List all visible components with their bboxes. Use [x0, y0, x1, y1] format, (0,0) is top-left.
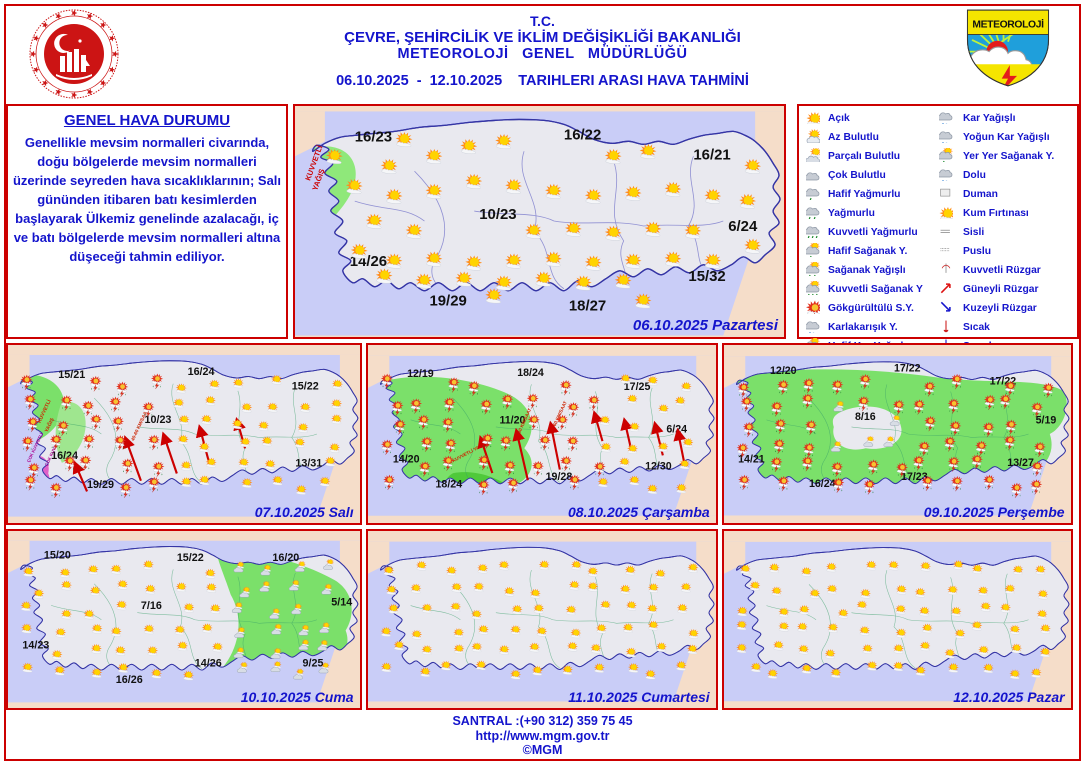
svg-text:6/24: 6/24	[666, 424, 687, 436]
svg-text:18/24: 18/24	[435, 478, 462, 490]
svg-text:14/20: 14/20	[393, 453, 420, 465]
svg-text:12/30: 12/30	[645, 461, 672, 473]
svg-text:19/28: 19/28	[546, 471, 573, 483]
svg-text:16/21: 16/21	[693, 146, 730, 163]
svg-text:7/16: 7/16	[141, 600, 162, 612]
svg-text:8/16: 8/16	[855, 411, 876, 423]
svg-text:16/26: 16/26	[116, 674, 143, 686]
svg-text:15/32: 15/32	[688, 268, 725, 285]
svg-text:17/22: 17/22	[894, 363, 921, 375]
svg-text:15/22: 15/22	[177, 552, 204, 564]
svg-text:19/29: 19/29	[87, 479, 114, 491]
svg-text:18/24: 18/24	[517, 367, 544, 379]
svg-text:12/19: 12/19	[407, 368, 434, 380]
svg-text:10/23: 10/23	[144, 414, 171, 426]
svg-text:19/29: 19/29	[429, 293, 466, 310]
svg-text:16/23: 16/23	[355, 128, 392, 145]
svg-text:16/24: 16/24	[188, 366, 215, 378]
svg-text:18/27: 18/27	[569, 298, 606, 315]
svg-text:15/20: 15/20	[44, 550, 71, 562]
svg-text:13/27: 13/27	[1007, 457, 1034, 469]
svg-text:13/31: 13/31	[295, 457, 322, 469]
svg-text:16/24: 16/24	[809, 478, 836, 490]
svg-text:5/19: 5/19	[1036, 414, 1057, 426]
svg-text:15/21: 15/21	[58, 369, 85, 381]
svg-text:5/14: 5/14	[331, 596, 352, 608]
svg-text:12/20: 12/20	[770, 365, 797, 377]
svg-text:14/26: 14/26	[195, 657, 222, 669]
svg-text:16/20: 16/20	[272, 552, 299, 564]
svg-text:15/22: 15/22	[292, 380, 319, 392]
svg-text:10/23: 10/23	[479, 206, 516, 223]
svg-text:16/22: 16/22	[564, 126, 601, 143]
svg-text:6/24: 6/24	[728, 218, 758, 235]
svg-text:9/25: 9/25	[303, 657, 324, 669]
svg-text:14/23: 14/23	[22, 639, 49, 651]
